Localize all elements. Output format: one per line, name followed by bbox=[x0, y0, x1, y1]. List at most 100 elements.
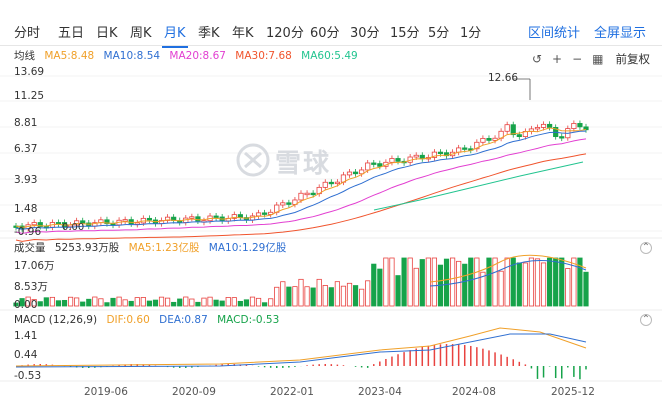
volume-bar bbox=[122, 299, 128, 307]
volume-bar bbox=[195, 301, 201, 307]
volume-bar bbox=[146, 300, 153, 307]
candle-body bbox=[395, 158, 401, 162]
volume-axis-label: 8.53万 bbox=[14, 281, 48, 293]
volume-bar bbox=[383, 257, 389, 307]
volume-bar bbox=[134, 297, 140, 307]
volume-bar bbox=[547, 257, 553, 307]
dif-line bbox=[15, 327, 587, 367]
volume-bar bbox=[522, 262, 528, 307]
tab-15min[interactable]: 15分 bbox=[390, 26, 420, 41]
candle-body bbox=[55, 222, 62, 225]
volume-axis-label: 17.06万 bbox=[14, 260, 55, 272]
volume-bar bbox=[177, 298, 183, 307]
tab-1min[interactable]: 1分 bbox=[460, 26, 482, 41]
volume-bar bbox=[255, 297, 262, 307]
volume-bar bbox=[516, 262, 522, 307]
tab-60min[interactable]: 60分 bbox=[310, 26, 340, 41]
macd-panel-toggle-icon[interactable]: ⌃ bbox=[640, 314, 652, 326]
tab-quarterly-k[interactable]: 季K bbox=[198, 26, 220, 41]
tab-yearly-k[interactable]: 年K bbox=[232, 26, 254, 41]
time-axis-label: 2024-08 bbox=[452, 386, 496, 398]
candle-body bbox=[486, 137, 492, 141]
zoom-out-icon[interactable]: − bbox=[572, 52, 583, 66]
ma10-line bbox=[15, 130, 587, 230]
volume-legend: 成交量 5253.93万股 MA5:1.23亿股 MA10:1.29亿股 bbox=[14, 240, 292, 256]
tab-120min[interactable]: 120分 bbox=[266, 26, 304, 41]
candle-body bbox=[474, 141, 480, 150]
volume-bar bbox=[110, 297, 116, 307]
dea-line bbox=[15, 333, 587, 368]
time-axis-label: 2020-09 bbox=[172, 386, 216, 398]
candle-body bbox=[164, 216, 171, 221]
candle-body bbox=[571, 123, 577, 129]
candle-body bbox=[189, 216, 195, 219]
volume-bar bbox=[128, 300, 134, 307]
volume-bar bbox=[395, 275, 401, 307]
volume-bar bbox=[377, 268, 383, 307]
volume-bar bbox=[243, 299, 250, 307]
macd-axis-label: 1.41 bbox=[14, 330, 38, 342]
candle-body bbox=[268, 211, 274, 215]
tab-intraday[interactable]: 分时 bbox=[14, 26, 41, 41]
volume-bar bbox=[37, 301, 43, 307]
tab-monthly-k[interactable]: 月K bbox=[162, 22, 188, 48]
volume-bar bbox=[316, 278, 322, 307]
volume-bar bbox=[328, 287, 334, 307]
zoom-in-icon[interactable]: + bbox=[552, 52, 563, 66]
ma10-value: MA10:8.54 bbox=[103, 50, 161, 62]
volume-bar bbox=[389, 257, 395, 307]
ma5-line bbox=[15, 127, 587, 228]
candle-body bbox=[480, 137, 486, 143]
volume-bar bbox=[365, 280, 371, 307]
fullscreen-link[interactable]: 全屏显示 bbox=[594, 26, 647, 41]
candle-body bbox=[346, 171, 353, 176]
volume-bar bbox=[577, 257, 583, 307]
interval-stats-link[interactable]: 区间统计 bbox=[528, 26, 581, 41]
tab-five-day[interactable]: 五日 bbox=[58, 26, 85, 41]
tab-30min[interactable]: 30分 bbox=[350, 26, 380, 41]
volume-bar bbox=[334, 281, 340, 307]
candle-body bbox=[304, 192, 310, 196]
tab-daily-k[interactable]: 日K bbox=[96, 26, 118, 41]
volume-bar bbox=[565, 268, 571, 307]
candle-body bbox=[37, 222, 43, 227]
volume-panel-toggle-icon[interactable]: ⌃ bbox=[640, 242, 652, 254]
draw-icon[interactable]: ▦ bbox=[592, 52, 604, 66]
volume-bar bbox=[528, 257, 535, 307]
candle-body bbox=[352, 171, 359, 175]
volume-bar bbox=[213, 299, 219, 307]
candle-body bbox=[31, 222, 37, 226]
period-tab-bar: 分时 五日 日K 周K 月K 季K 年K 120分 60分 30分 15分 5分… bbox=[0, 16, 662, 48]
candle-body bbox=[322, 181, 328, 188]
candle-body bbox=[365, 162, 371, 171]
candle-body bbox=[310, 192, 316, 196]
tab-5min[interactable]: 5分 bbox=[428, 26, 450, 41]
volume-title: 成交量 bbox=[14, 242, 46, 254]
volume-bar bbox=[540, 262, 547, 307]
candle-body bbox=[431, 151, 438, 158]
macd-axis-label: 0.44 bbox=[14, 349, 38, 361]
volume-bar bbox=[140, 297, 146, 307]
candle-body bbox=[516, 134, 522, 138]
volume-bar bbox=[116, 296, 122, 307]
adjust-price-dropdown[interactable]: 前复权 bbox=[615, 52, 651, 66]
ma-title: 均线 bbox=[14, 50, 35, 62]
candle-body bbox=[328, 181, 334, 185]
ma5-value: MA5:8.48 bbox=[44, 50, 95, 62]
tab-weekly-k[interactable]: 周K bbox=[130, 26, 152, 41]
volume-bar bbox=[183, 296, 189, 307]
volume-axis-label: 0.00 bbox=[14, 299, 38, 311]
watermark-text: 雪球 bbox=[275, 149, 332, 179]
undo-icon[interactable]: ↺ bbox=[531, 52, 543, 66]
ma60-line bbox=[373, 161, 584, 211]
volume-bar bbox=[486, 257, 492, 307]
volume-bar bbox=[152, 299, 159, 307]
volume-bar bbox=[401, 257, 407, 307]
volume-bar bbox=[407, 257, 413, 307]
candle-body bbox=[195, 216, 201, 222]
volume-bar bbox=[19, 298, 25, 307]
volume-bar bbox=[104, 302, 110, 307]
time-axis-label: 2019-06 bbox=[84, 386, 128, 398]
volume-bar bbox=[492, 257, 498, 307]
